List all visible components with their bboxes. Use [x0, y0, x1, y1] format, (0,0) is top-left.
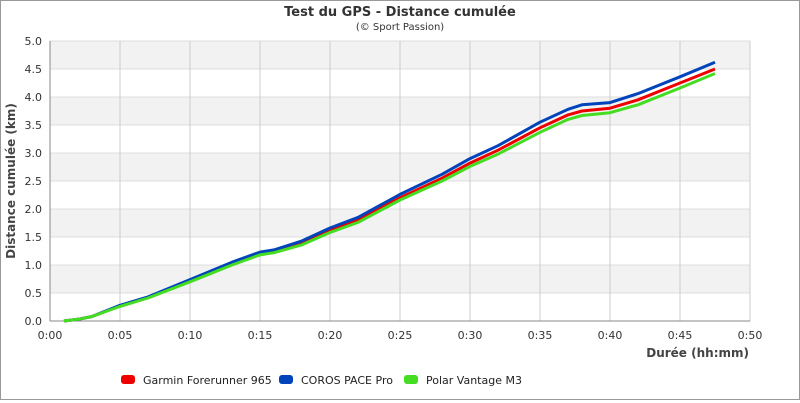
y-axis-label: Distance cumulée (km)	[4, 103, 18, 259]
x-tick-label: 0:35	[528, 329, 553, 342]
y-tick-label: 3.0	[25, 147, 43, 160]
legend-item: Polar Vantage M3	[404, 374, 522, 387]
x-tick-label: 0:40	[598, 329, 623, 342]
x-tick-label: 0:45	[668, 329, 693, 342]
series-line	[63, 72, 716, 323]
legend-label: Polar Vantage M3	[426, 374, 522, 387]
legend-label: COROS PACE Pro	[301, 374, 393, 387]
y-tick-label: 1.5	[25, 231, 43, 244]
y-tick-label: 0.0	[25, 315, 43, 328]
y-tick-label: 4.0	[25, 91, 43, 104]
x-tick-label: 0:00	[38, 329, 63, 342]
y-tick-label: 2.0	[25, 203, 43, 216]
y-tick-label: 4.5	[25, 63, 43, 76]
x-axis-label: Durée (hh:mm)	[646, 346, 749, 360]
legend-swatch	[404, 375, 418, 384]
legend-item: Garmin Forerunner 965	[121, 374, 272, 387]
chart-subtitle: (© Sport Passion)	[356, 22, 444, 33]
legend-swatch	[121, 375, 135, 384]
legend-swatch	[279, 375, 293, 384]
y-tick-label: 2.5	[25, 175, 43, 188]
x-tick-label: 0:20	[318, 329, 343, 342]
x-tick-label: 0:30	[458, 329, 483, 342]
legend-label: Garmin Forerunner 965	[143, 374, 272, 387]
x-tick-label: 0:50	[738, 329, 763, 342]
x-tick-label: 0:05	[108, 329, 133, 342]
y-tick-label: 0.5	[25, 287, 43, 300]
legend-item: COROS PACE Pro	[279, 374, 393, 387]
y-tick-label: 3.5	[25, 119, 43, 132]
x-tick-label: 0:10	[178, 329, 203, 342]
y-tick-label: 1.0	[25, 259, 43, 272]
x-tick-label: 0:15	[248, 329, 273, 342]
x-tick-label: 0:25	[388, 329, 413, 342]
chart-title: Test du GPS - Distance cumulée	[284, 5, 516, 20]
y-tick-label: 5.0	[25, 35, 43, 48]
